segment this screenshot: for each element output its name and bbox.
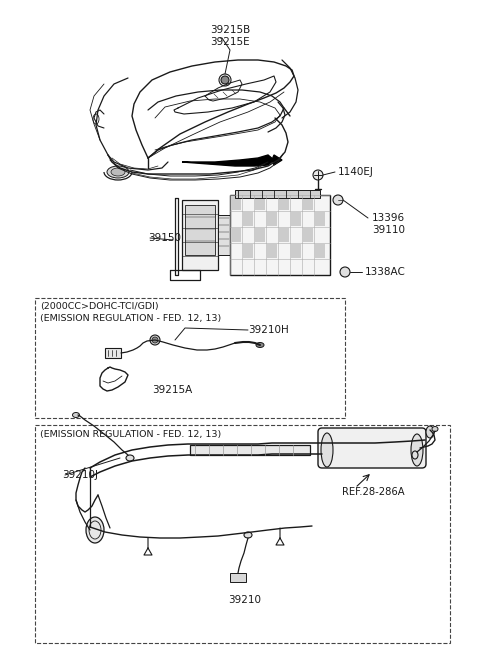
Circle shape bbox=[340, 267, 350, 277]
Bar bbox=[303, 228, 313, 242]
FancyBboxPatch shape bbox=[318, 428, 426, 468]
Bar bbox=[255, 228, 265, 242]
Ellipse shape bbox=[126, 455, 134, 461]
Bar bbox=[35, 298, 345, 418]
Bar bbox=[182, 200, 218, 270]
Bar bbox=[218, 215, 230, 255]
Text: 39110: 39110 bbox=[372, 225, 405, 235]
Ellipse shape bbox=[107, 166, 129, 178]
Ellipse shape bbox=[412, 451, 418, 459]
Bar bbox=[190, 445, 310, 455]
Polygon shape bbox=[182, 155, 274, 166]
Bar bbox=[35, 425, 450, 643]
Circle shape bbox=[150, 335, 160, 345]
Text: 39210: 39210 bbox=[228, 595, 261, 605]
Bar bbox=[279, 196, 289, 210]
Bar bbox=[315, 244, 325, 258]
Bar bbox=[279, 228, 289, 242]
Bar bbox=[291, 212, 301, 226]
Ellipse shape bbox=[321, 433, 333, 467]
Text: 39215A: 39215A bbox=[152, 385, 192, 395]
Bar bbox=[185, 205, 215, 255]
Text: (EMISSION REGULATION - FED. 12, 13): (EMISSION REGULATION - FED. 12, 13) bbox=[40, 430, 221, 438]
Text: REF.28-286A: REF.28-286A bbox=[342, 487, 405, 497]
Bar bbox=[315, 212, 325, 226]
Bar bbox=[255, 196, 265, 210]
Text: (2000CC>DOHC-TCI/GDI): (2000CC>DOHC-TCI/GDI) bbox=[40, 302, 158, 312]
Bar bbox=[243, 212, 253, 226]
Ellipse shape bbox=[111, 168, 125, 176]
Circle shape bbox=[313, 170, 323, 180]
Bar bbox=[105, 348, 121, 358]
Bar bbox=[235, 190, 320, 198]
Text: 39210H: 39210H bbox=[248, 325, 289, 335]
Ellipse shape bbox=[72, 413, 80, 417]
Bar bbox=[231, 228, 241, 242]
Ellipse shape bbox=[256, 342, 264, 348]
Circle shape bbox=[333, 195, 343, 205]
Circle shape bbox=[221, 76, 229, 84]
Ellipse shape bbox=[411, 434, 423, 466]
Text: 39210J: 39210J bbox=[62, 470, 98, 480]
Text: 39150: 39150 bbox=[148, 233, 181, 243]
Text: (EMISSION REGULATION - FED. 12, 13): (EMISSION REGULATION - FED. 12, 13) bbox=[40, 314, 221, 323]
Bar bbox=[230, 573, 246, 582]
Bar bbox=[291, 244, 301, 258]
Circle shape bbox=[152, 337, 158, 343]
Bar bbox=[303, 196, 313, 210]
Bar bbox=[230, 195, 330, 275]
Text: 39215B: 39215B bbox=[210, 25, 250, 35]
Text: 13396: 13396 bbox=[372, 213, 405, 223]
Text: 39215E: 39215E bbox=[210, 37, 250, 47]
Bar bbox=[243, 244, 253, 258]
Text: 1338AC: 1338AC bbox=[365, 267, 406, 277]
Ellipse shape bbox=[432, 426, 438, 432]
Ellipse shape bbox=[426, 426, 434, 438]
Ellipse shape bbox=[244, 532, 252, 538]
Ellipse shape bbox=[86, 517, 104, 543]
Bar bbox=[231, 196, 241, 210]
Bar bbox=[267, 244, 277, 258]
Bar bbox=[267, 212, 277, 226]
Text: 1140EJ: 1140EJ bbox=[338, 167, 374, 177]
Polygon shape bbox=[272, 155, 282, 165]
